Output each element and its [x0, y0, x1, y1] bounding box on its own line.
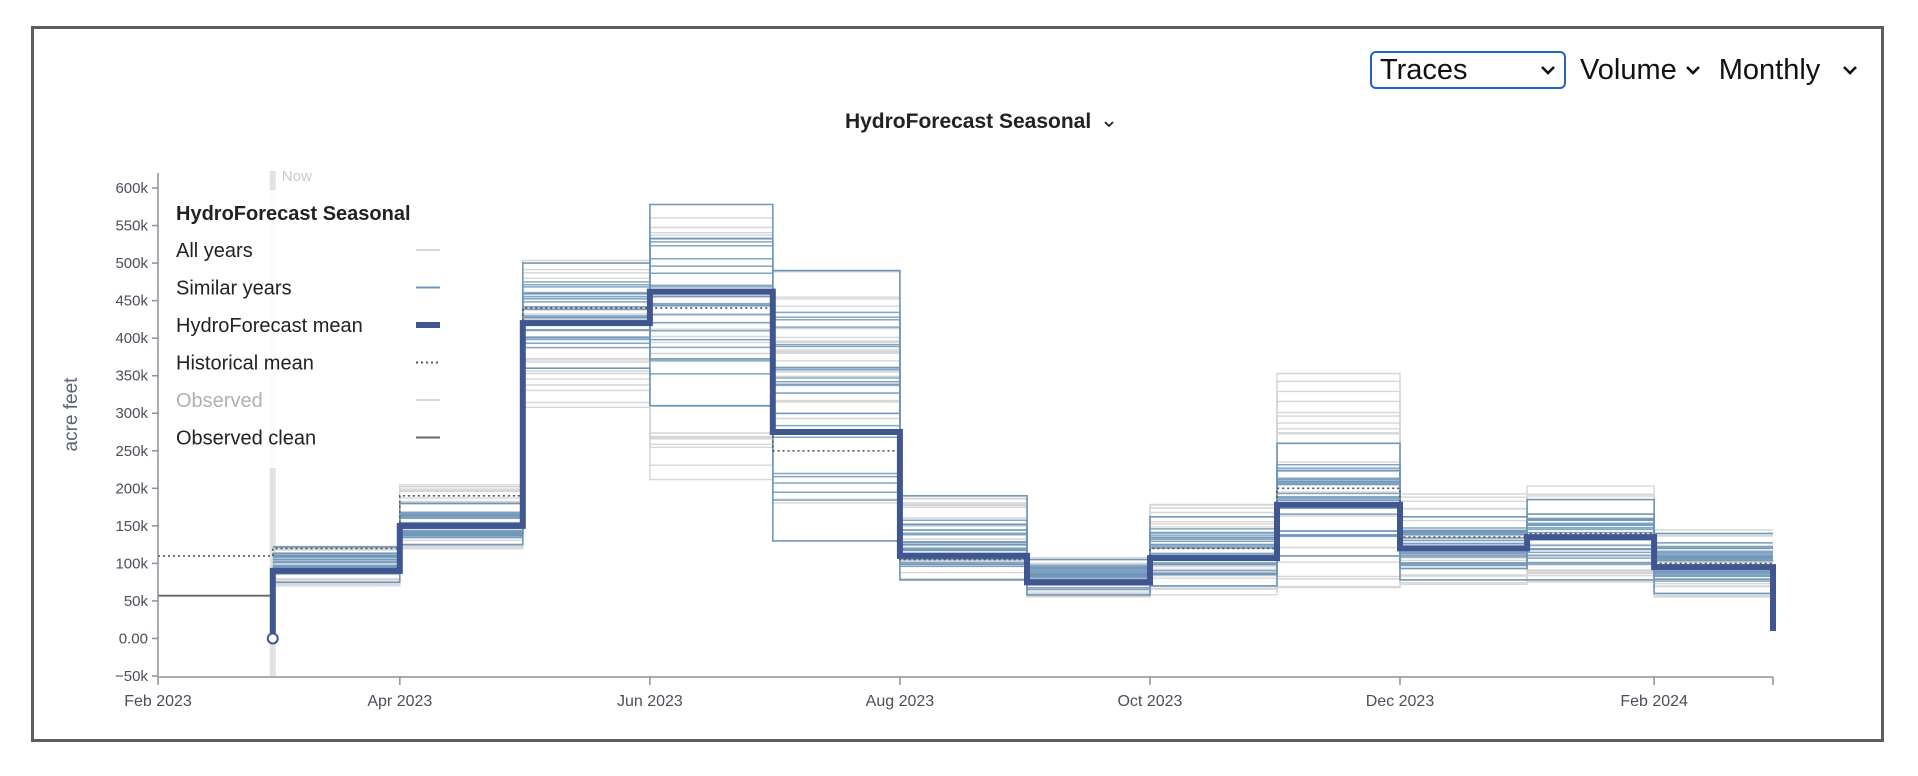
y-tick-label: 500k	[115, 255, 148, 272]
y-tick-label: 200k	[115, 480, 148, 497]
y-tick-label: 50k	[124, 593, 149, 610]
chart-title: HydroForecast Seasonal	[844, 110, 1092, 133]
hydroforecast-mean-line	[269, 288, 1776, 639]
legend-title: HydroForecast Seasonal	[176, 203, 411, 225]
view-select-value: Traces	[1380, 53, 1468, 86]
chevron-down-icon	[1541, 66, 1555, 75]
y-tick-label: 250k	[115, 443, 148, 460]
forecast-start-point	[266, 632, 279, 645]
now-marker-label: Now	[282, 168, 312, 185]
y-tick-label: 0.00	[119, 630, 148, 647]
similar-years-trace	[272, 203, 1773, 561]
chart-controls: Traces Volume Monthly	[1370, 50, 1858, 90]
chart-title-control[interactable]: HydroForecast Seasonal	[700, 110, 1260, 134]
legend-entry-label: Historical mean	[176, 353, 314, 375]
y-tick-label: 450k	[115, 293, 148, 310]
interval-select[interactable]: Monthly	[1719, 54, 1859, 87]
legend-entry-label: Similar years	[176, 278, 292, 300]
y-tick-label: 300k	[115, 405, 148, 422]
chevron-down-icon	[1104, 121, 1114, 128]
legend-entry-label: All years	[176, 240, 253, 262]
legend-entry-label: Observed clean	[176, 428, 316, 450]
y-tick-label: −50k	[115, 668, 148, 685]
interval-select-value: Monthly	[1718, 53, 1821, 86]
y-tick-label: 600k	[115, 180, 148, 197]
measure-select[interactable]: Volume	[1580, 54, 1701, 87]
legend-background	[170, 190, 450, 468]
legend-entry-label: HydroForecast mean	[176, 315, 363, 337]
x-tick-label: Jun 2023	[617, 693, 683, 710]
view-select[interactable]: Traces	[1370, 51, 1566, 89]
historical-mean-line	[158, 307, 1773, 583]
y-tick-label: 350k	[115, 368, 148, 385]
y-tick-label: 550k	[115, 218, 148, 235]
x-tick-label: Dec 2023	[1366, 693, 1435, 710]
x-tick-label: Aug 2023	[866, 693, 935, 710]
chevron-down-icon	[1843, 66, 1858, 75]
x-tick-label: Apr 2023	[367, 693, 432, 710]
x-tick-label: Oct 2023	[1117, 693, 1182, 710]
legend-entry-label: Observed	[176, 390, 263, 412]
y-tick-label: 400k	[115, 330, 148, 347]
y-tick-label: 100k	[115, 555, 148, 572]
y-tick-label: 150k	[115, 518, 148, 535]
y-axis-label: acre feet	[61, 377, 82, 452]
x-tick-label: Feb 2023	[124, 693, 192, 710]
measure-select-value: Volume	[1580, 53, 1677, 86]
x-tick-label: Feb 2024	[1620, 693, 1688, 710]
chevron-down-icon	[1685, 66, 1700, 75]
